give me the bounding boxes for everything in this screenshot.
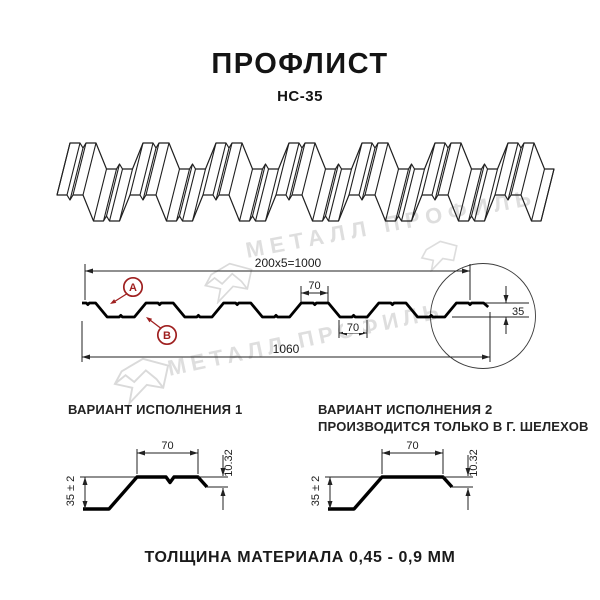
- cross-section-profile: [82, 301, 490, 319]
- dim-label: 70: [347, 322, 359, 334]
- cross-section-drawing: 200x5=1000 70 70 1060: [81, 256, 536, 369]
- profile-3d-drawing: [56, 142, 555, 222]
- dim-label: 35: [512, 306, 524, 318]
- watermark-logo-icon: [204, 262, 253, 304]
- variant-1-profile: [83, 475, 209, 511]
- dim-label: 10.32: [223, 449, 235, 477]
- dim-label: 10.32: [468, 449, 480, 477]
- page-title: ПРОФЛИСТ: [211, 48, 389, 80]
- dim-label: 35 ± 2: [310, 476, 322, 507]
- variant-2-title-line: ВАРИАНТ ИСПОЛНЕНИЯ 2: [318, 402, 493, 417]
- variant-1-title: ВАРИАНТ ИСПОЛНЕНИЯ 1: [68, 402, 243, 417]
- variant-2-note: ПРОИЗВОДИТСЯ ТОЛЬКО В Г. ШЕЛЕХОВ: [318, 419, 589, 434]
- dim-label: 70: [161, 440, 173, 452]
- dim-label: 1060: [273, 342, 300, 356]
- callout-a: А: [110, 276, 144, 304]
- material-thickness-note: ТОЛЩИНА МАТЕРИАЛА 0,45 - 0,9 ММ: [144, 549, 456, 566]
- callout-b-label: В: [163, 330, 171, 342]
- dim-overall: 1060: [81, 312, 491, 362]
- dim-label: 35 ± 2: [65, 476, 77, 507]
- variant-2-profile: [328, 475, 454, 511]
- profile-code: НС-35: [277, 88, 323, 105]
- variant-1-drawing: 70 35 ± 2 10.32: [65, 440, 235, 511]
- dim-top-rib: 70: [300, 280, 329, 302]
- dim-bottom-rib: 70: [338, 320, 368, 338]
- variant-2-drawing: 70 35 ± 2 10.32: [310, 440, 480, 511]
- variant-detail-drawings: 70 35 ± 2 10.32 70 35 ± 2 10.32: [65, 440, 480, 511]
- dim-top-total: 200x5=1000: [84, 256, 471, 300]
- dim-label: 200x5=1000: [255, 256, 322, 270]
- callout-b: В: [146, 317, 178, 346]
- watermark-logo-icon: [113, 357, 170, 406]
- watermark-logo-icon: [420, 240, 458, 272]
- callout-a-label: А: [129, 282, 137, 294]
- dim-label: 70: [406, 440, 418, 452]
- dim-label: 70: [308, 280, 320, 292]
- variant-2-title: ВАРИАНТ ИСПОЛНЕНИЯ 2 ПРОИЗВОДИТСЯ ТОЛЬКО…: [318, 401, 589, 435]
